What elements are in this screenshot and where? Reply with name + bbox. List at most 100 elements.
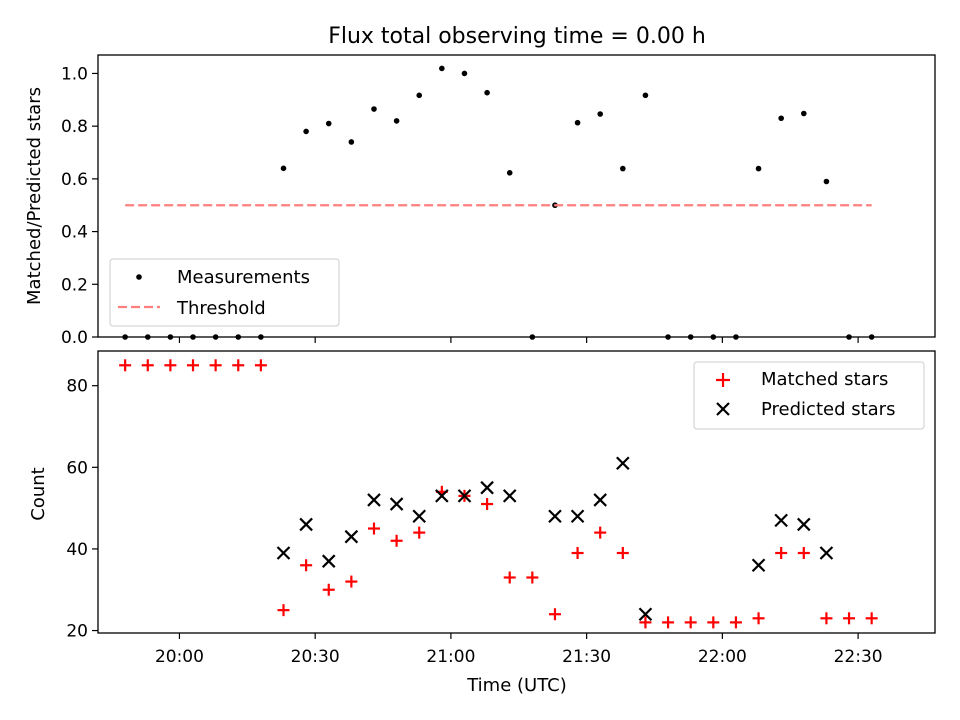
measurement-point (506, 170, 513, 176)
x-tick-label: 20:00 (155, 647, 204, 667)
matched-stars-point (481, 498, 494, 511)
matched-stars-point (594, 526, 607, 539)
measurement-point (574, 119, 581, 126)
legend-predicted-marker (716, 402, 730, 416)
x-tick-label: 20:30 (291, 647, 340, 667)
matched-stars-point (526, 571, 539, 584)
matched-stars-point (141, 359, 154, 372)
x-tick-label: 21:30 (562, 647, 611, 667)
measurement-point (348, 139, 355, 145)
y-tick-label: 60 (66, 458, 88, 478)
y-tick-label: 0.2 (61, 275, 88, 295)
measurement-point (620, 165, 626, 172)
legend-predicted-label: Predicted stars (761, 399, 895, 420)
measurement-point (439, 65, 445, 72)
x-axis-label: Time (UTC) (466, 675, 567, 696)
y-tick-label: 1.0 (61, 64, 88, 84)
matched-stars-point (254, 359, 267, 372)
measurement-point (303, 128, 309, 135)
matched-stars-point (209, 359, 222, 372)
matched-stars-point (345, 575, 358, 588)
predicted-stars-point (593, 493, 607, 507)
matched-stars-point (684, 616, 697, 629)
matched-stars-point (367, 522, 380, 535)
matched-stars-point (843, 612, 856, 625)
matched-stars-point (729, 616, 742, 629)
x-tick-label: 22:00 (698, 647, 747, 667)
predicted-stars-point (276, 546, 291, 560)
matched-stars-point (707, 616, 720, 629)
matched-stars-point (322, 583, 335, 596)
y-tick-label: 40 (66, 540, 88, 560)
measurement-point (484, 89, 490, 96)
measurement-point (778, 115, 784, 122)
predicted-stars-point (616, 456, 630, 471)
y-tick-label: 80 (66, 377, 88, 397)
measurement-point (325, 120, 332, 127)
x-tick-label: 21:00 (426, 647, 475, 667)
matched-stars-point (797, 547, 810, 560)
legend-matched-label: Matched stars (761, 369, 888, 390)
measurement-point (280, 165, 287, 172)
predicted-stars-point (344, 529, 359, 544)
predicted-stars-point (480, 480, 494, 495)
y-tick-label: 0.6 (61, 170, 88, 190)
measurement-point (371, 106, 377, 112)
measurement-point (800, 110, 807, 117)
predicted-stars-point (570, 509, 585, 524)
bottom-y-axis-label: Count (28, 467, 49, 520)
bottom-legend: Matched stars Predicted stars (693, 361, 925, 430)
matched-stars-point (300, 559, 313, 572)
predicted-stars-point (774, 513, 788, 528)
predicted-stars-point (435, 489, 449, 503)
predicted-stars-point (367, 493, 381, 507)
y-tick-label: 20 (66, 622, 88, 642)
top-legend: Measurements Threshold (109, 258, 340, 327)
measurement-point (393, 118, 400, 124)
top-axes-frame (97, 54, 936, 338)
predicted-stars-point (502, 489, 517, 503)
chart-title: Flux total observing time = 0.00 h (328, 24, 706, 49)
matched-stars-point (548, 608, 561, 621)
bottom-axes-frame (97, 350, 936, 634)
measurement-point (755, 165, 762, 172)
matched-stars-point (571, 547, 584, 560)
matched-stars-point (187, 359, 200, 372)
legend-measurements-label: Measurements (177, 267, 310, 288)
predicted-stars-point (299, 517, 313, 532)
legend-threshold-label: Threshold (176, 298, 266, 319)
predicted-stars-point (321, 554, 336, 568)
matched-stars-point (639, 616, 652, 629)
measurement-point (597, 111, 603, 117)
measurement-point (461, 70, 468, 77)
predicted-stars-point (548, 509, 562, 524)
matched-stars-point (413, 526, 426, 539)
measurement-point (642, 92, 649, 99)
matched-stars-point (820, 612, 833, 625)
matched-stars-point (775, 547, 788, 560)
legend-matched-marker (716, 373, 730, 387)
predicted-stars-point (389, 497, 404, 511)
matched-stars-point (232, 359, 245, 372)
predicted-stars-point (412, 509, 427, 524)
measurement-point (416, 92, 423, 99)
legend-measurements-marker (136, 274, 142, 280)
predicted-stars-point (457, 489, 472, 503)
y-tick-label: 0.8 (61, 117, 88, 137)
y-tick-label: 0.0 (61, 328, 88, 348)
matched-stars-point (164, 359, 177, 372)
matched-stars-point (752, 612, 765, 625)
predicted-stars-point (751, 558, 766, 573)
matched-stars-point (503, 571, 516, 584)
matched-stars-point (662, 616, 675, 629)
measurement-point (823, 178, 830, 185)
y-tick-label: 0.4 (61, 223, 88, 243)
predicted-stars-point (819, 546, 834, 560)
top-y-axis-label: Matched/Predicted stars (24, 87, 45, 305)
matched-stars-point (865, 612, 878, 625)
predicted-stars-point (797, 517, 811, 532)
star-count-panel: 20 40 60 80 20:00 20:30 21:00 21:30 22:00 22:30 C… (28, 350, 936, 696)
matched-stars-point (390, 534, 403, 547)
matched-stars-point (119, 359, 132, 372)
matched-stars-point (616, 547, 629, 560)
